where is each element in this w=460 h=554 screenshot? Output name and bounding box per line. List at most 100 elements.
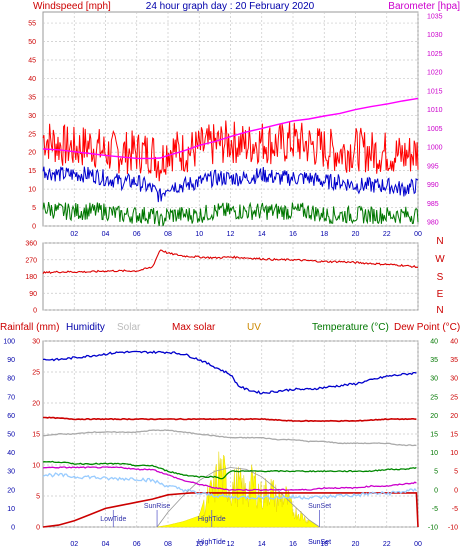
- rain-y-tick-label: 20: [32, 401, 40, 408]
- tide-label: SunRise: [144, 503, 171, 510]
- barometer-y-tick-label: 1015: [427, 88, 443, 95]
- weather-header-label: Rainfall (mm): [0, 322, 59, 333]
- humidity-line: [42, 350, 417, 395]
- wind-y-tick-label: 45: [28, 57, 36, 64]
- humidity-y-tick-label: 50: [7, 432, 15, 439]
- weather-x-tick-label: 18: [320, 541, 328, 548]
- barometer-line: [42, 97, 419, 160]
- wind-x-tick-label: 02: [70, 231, 78, 238]
- temperature-y-tick-label: 5: [434, 469, 438, 476]
- wind-y-tick-label: 30: [28, 113, 36, 120]
- windspeed-axis-label: Windspeed [mph]: [33, 1, 111, 12]
- weather-header-label: UV: [247, 322, 261, 333]
- weather-x-tick-label: 20: [352, 541, 360, 548]
- weather-x-tick-label: 16: [289, 541, 297, 548]
- wind-x-tick-label: 00: [414, 231, 422, 238]
- wind-y-tick-label: 40: [28, 76, 36, 83]
- humidity-y-tick-label: 0: [11, 525, 15, 532]
- wind-y-tick-label: 15: [28, 168, 36, 175]
- solar-line: [42, 429, 417, 447]
- weather-header-label: Max solar: [172, 322, 216, 333]
- tide-label: HighTide: [198, 516, 226, 523]
- humidity-y-tick-label: 10: [7, 506, 15, 513]
- barometer-y-tick-label: 1030: [427, 32, 443, 39]
- humidity-y-tick-label: 100: [3, 339, 15, 346]
- compass-label: E: [437, 289, 444, 300]
- humidity-y-tick-label: 30: [7, 469, 15, 476]
- wind-chill-line: [42, 472, 417, 500]
- temperature-y-tick-label: 40: [430, 339, 438, 346]
- rain-y-tick-label: 25: [32, 370, 40, 377]
- min-wind-line: [42, 201, 419, 227]
- dewpoint-y-tick-label: 25: [450, 394, 458, 401]
- wind-y-tick-label: 25: [28, 131, 36, 138]
- barometer-y-tick-label: 1025: [427, 51, 443, 58]
- direction-y-tick-label: 180: [25, 274, 37, 281]
- dewpoint-y-tick-label: -10: [448, 525, 458, 532]
- compass-label: W: [435, 254, 445, 265]
- barometer-axis-label: Barometer [hpa]: [388, 1, 460, 12]
- barometer-y-tick-label: 1035: [427, 13, 443, 20]
- tide-label: SunSet: [308, 503, 331, 510]
- wind-y-tick-label: 10: [28, 187, 36, 194]
- dewpoint-y-tick-label: 10: [450, 450, 458, 457]
- dewpoint-y-tick-label: 20: [450, 413, 458, 420]
- max-solar-line: [156, 467, 320, 528]
- barometer-y-tick-label: 980: [427, 220, 439, 227]
- wind-y-tick-label: 5: [32, 205, 36, 212]
- dewpoint-y-tick-label: -5: [452, 506, 458, 513]
- temperature-y-tick-label: 15: [430, 432, 438, 439]
- wind-x-tick-label: 06: [133, 231, 141, 238]
- wind-y-tick-label: 55: [28, 21, 36, 28]
- dewpoint-y-tick-label: 0: [454, 487, 458, 494]
- rain-y-tick-label: 0: [36, 525, 40, 532]
- weather-header-label: Temperature (°C): [312, 322, 389, 333]
- direction-line: [42, 249, 419, 275]
- weather-x-tick-label: 12: [227, 541, 235, 548]
- barometer-y-tick-label: 1005: [427, 126, 443, 133]
- rain-y-tick-label: 15: [32, 432, 40, 439]
- temperature-y-tick-label: 10: [430, 450, 438, 457]
- humidity-y-tick-label: 20: [7, 487, 15, 494]
- dewpoint-y-tick-label: 5: [454, 469, 458, 476]
- temperature-y-tick-label: 0: [434, 487, 438, 494]
- weather-header-label: Solar: [117, 322, 141, 333]
- barometer-y-tick-label: 1000: [427, 145, 443, 152]
- temperature-y-tick-label: -5: [432, 506, 438, 513]
- weather-x-tick-label: 08: [164, 541, 172, 548]
- barometer-y-tick-label: 1020: [427, 70, 443, 77]
- direction-y-tick-label: 270: [25, 257, 37, 264]
- humidity-y-tick-label: 60: [7, 413, 15, 420]
- dewpoint-y-tick-label: 35: [450, 357, 458, 364]
- wind-x-tick-label: 14: [258, 231, 266, 238]
- wind-plot-area: [42, 11, 419, 227]
- tide-bottom-label: HighTide: [198, 539, 226, 546]
- dewpoint-y-tick-label: 30: [450, 376, 458, 383]
- temperature-y-tick-label: -10: [428, 525, 438, 532]
- temperature-line: [42, 460, 417, 480]
- temperature-y-tick-label: 35: [430, 357, 438, 364]
- temperature-y-tick-label: 30: [430, 376, 438, 383]
- graph-title: 24 hour graph day : 20 February 2020: [146, 1, 315, 12]
- wind-x-tick-label: 12: [227, 231, 235, 238]
- wind-x-tick-label: 10: [195, 231, 203, 238]
- wind-x-tick-label: 08: [164, 231, 172, 238]
- wind-y-tick-label: 0: [32, 224, 36, 231]
- direction-y-tick-label: 0: [33, 308, 37, 315]
- weather-x-tick-label: 02: [70, 541, 78, 548]
- temperature-y-tick-label: 25: [430, 394, 438, 401]
- rain-rate-line: [43, 416, 417, 423]
- wind-y-tick-label: 50: [28, 39, 36, 46]
- weather-x-tick-label: 00: [414, 541, 422, 548]
- compass-label: S: [437, 272, 444, 283]
- rain-y-tick-label: 30: [32, 339, 40, 346]
- humidity-y-tick-label: 40: [7, 450, 15, 457]
- rain-y-tick-label: 5: [36, 494, 40, 501]
- barometer-y-tick-label: 990: [427, 182, 439, 189]
- wind-x-tick-label: 16: [289, 231, 297, 238]
- humidity-y-tick-label: 70: [7, 394, 15, 401]
- wind-y-tick-label: 20: [28, 150, 36, 157]
- weather-x-tick-label: 06: [133, 541, 141, 548]
- tide-label: LowTide: [100, 516, 126, 523]
